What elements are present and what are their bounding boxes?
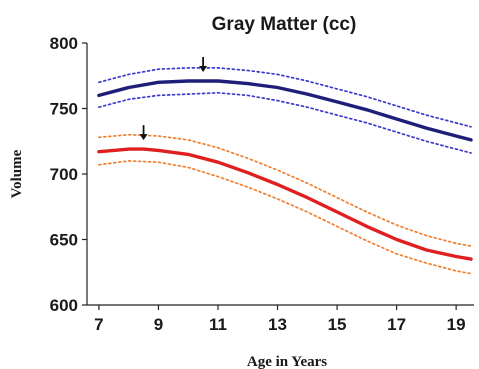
confidence-band-line-1 xyxy=(99,68,471,127)
chart-title: Gray Matter (cc) xyxy=(212,14,357,35)
x-tick-label: 15 xyxy=(328,315,347,334)
y-tick-label: 600 xyxy=(50,296,78,315)
peak-arrow-1 xyxy=(140,125,148,140)
x-axis-label: Age in Years xyxy=(247,354,327,369)
x-tick-label: 19 xyxy=(447,315,466,334)
y-ticks: 600 650 700 750 800 xyxy=(50,34,87,315)
x-tick-label: 17 xyxy=(387,315,406,334)
series-line-3 xyxy=(99,149,471,259)
y-tick-label: 650 xyxy=(50,231,78,250)
x-tick-label: 11 xyxy=(209,315,227,334)
x-ticks: 7 9 11 13 15 17 19 xyxy=(94,305,465,334)
x-tick-label: 7 xyxy=(94,315,103,334)
series-line-0 xyxy=(99,81,471,140)
y-tick-label: 700 xyxy=(50,165,78,184)
x-tick-label: 9 xyxy=(154,315,163,334)
x-tick-label: 13 xyxy=(268,315,287,334)
series-layer xyxy=(99,68,471,274)
y-axis-label: Volume xyxy=(9,149,25,198)
annotation-layer xyxy=(140,57,208,140)
confidence-band-line-5 xyxy=(99,161,471,274)
peak-arrow-0 xyxy=(199,57,207,72)
y-tick-label: 750 xyxy=(50,100,78,119)
y-tick-label: 800 xyxy=(50,34,78,53)
